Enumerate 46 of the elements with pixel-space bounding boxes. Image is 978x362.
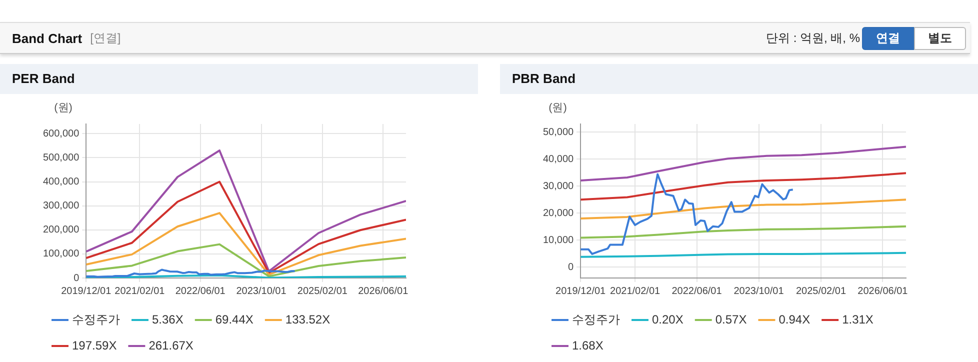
y-tick-label: 200,000 (42, 224, 80, 236)
x-tick-label: 2026/06/01 (858, 286, 908, 297)
text: Band Chart (12, 30, 82, 46)
legend-label: 수정주가 (572, 312, 620, 326)
legend-label: 1.68X (572, 338, 604, 352)
text: 별도 (914, 26, 966, 50)
legend-label: 69.44X (215, 312, 254, 326)
legend-label: 1.31X (842, 312, 874, 326)
y-tick-label: 100,000 (42, 248, 80, 260)
x-tick-label: 2023/10/01 (734, 286, 784, 297)
text: 단위 : 억원, 배, % (766, 30, 860, 46)
legend-label: 197.59X (72, 338, 117, 352)
x-tick-label: 2026/06/01 (358, 286, 409, 297)
x-tick-label: 2019/12/01 (61, 286, 112, 297)
legend-label: 5.36X (152, 312, 184, 326)
x-tick-label: 2022/06/01 (672, 286, 722, 297)
y-tick-label: 10,000 (542, 234, 574, 246)
y-tick-label: 0 (568, 262, 574, 273)
y-tick-label: 400,000 (42, 176, 80, 188)
x-tick-label: 2025/02/01 (796, 286, 846, 297)
y-axis-title: (원) (548, 101, 567, 115)
y-tick-label: 300,000 (42, 200, 80, 212)
legend-label: 133.52X (285, 312, 330, 326)
legend-label: 261.67X (148, 338, 194, 352)
y-tick-label: 600,000 (42, 128, 80, 140)
x-tick-label: 2023/10/01 (236, 286, 287, 297)
chart-title: PER Band (0, 64, 478, 94)
x-tick-label: 2021/02/01 (114, 286, 166, 297)
y-tick-label: 50,000 (542, 126, 574, 138)
y-tick-label: 20,000 (542, 208, 574, 219)
legend-label: 0.94X (778, 312, 810, 326)
y-tick-label: 0 (74, 272, 80, 284)
x-tick-label: 2021/02/01 (610, 286, 661, 297)
text: 연결 (862, 26, 914, 50)
y-tick-label: 500,000 (42, 152, 80, 164)
y-tick-label: 30,000 (542, 180, 574, 192)
x-tick-label: 2019/12/01 (556, 286, 606, 297)
chart-title: PBR Band (500, 64, 978, 94)
legend-label: 0.20X (652, 312, 684, 326)
y-axis-title: (원) (54, 101, 72, 115)
legend-label: 수정주가 (72, 312, 120, 326)
x-tick-label: 2025/02/01 (297, 286, 348, 297)
legend-label: 0.57X (715, 312, 747, 326)
x-tick-label: 2022/06/01 (175, 286, 226, 297)
y-tick-label: 40,000 (542, 154, 574, 165)
text: [연결] (90, 30, 121, 46)
